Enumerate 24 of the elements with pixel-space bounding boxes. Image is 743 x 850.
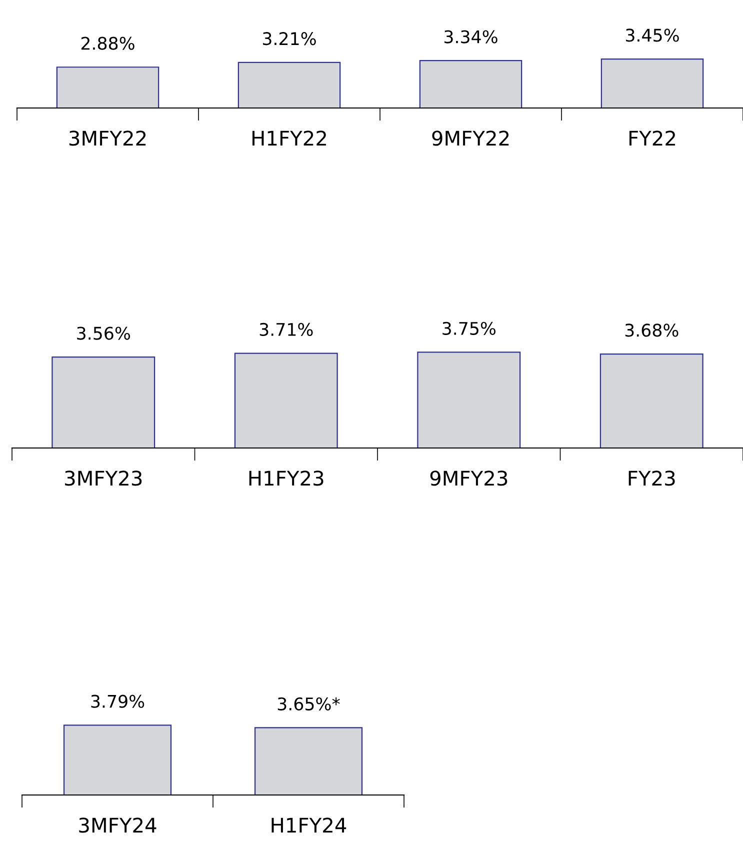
x-tick-label: FY23 (628, 470, 675, 486)
data-label: 3.56% (77, 326, 130, 340)
data-label: 3.75% (442, 322, 496, 335)
x-tick-label: 9MFY22 (432, 130, 509, 146)
x-tick-label: 3MFY23 (65, 470, 142, 486)
data-label: 3.34% (444, 30, 498, 44)
x-tick-label: H1FY24 (272, 818, 346, 833)
x-tick-label: H1FY22 (252, 130, 326, 146)
x-tick-label: 9MFY23 (430, 470, 508, 486)
data-label: 2.88% (81, 36, 134, 50)
data-label: 3.68% (625, 324, 678, 337)
x-tick-label: 3MFY22 (69, 130, 146, 146)
bar (600, 58, 704, 108)
bar (238, 62, 341, 108)
x-tick-label: H1FY23 (249, 470, 324, 486)
bar (419, 60, 522, 108)
x-tick-label: 3MFY24 (79, 818, 156, 833)
bar (56, 66, 160, 108)
data-label: 3.71% (260, 322, 313, 336)
x-tick-label: FY22 (629, 130, 675, 146)
data-label: 3.65%* (278, 697, 340, 710)
data-label: 3.21% (263, 32, 316, 46)
data-label: 3.45% (626, 28, 679, 42)
data-label: 3.79% (91, 694, 144, 708)
